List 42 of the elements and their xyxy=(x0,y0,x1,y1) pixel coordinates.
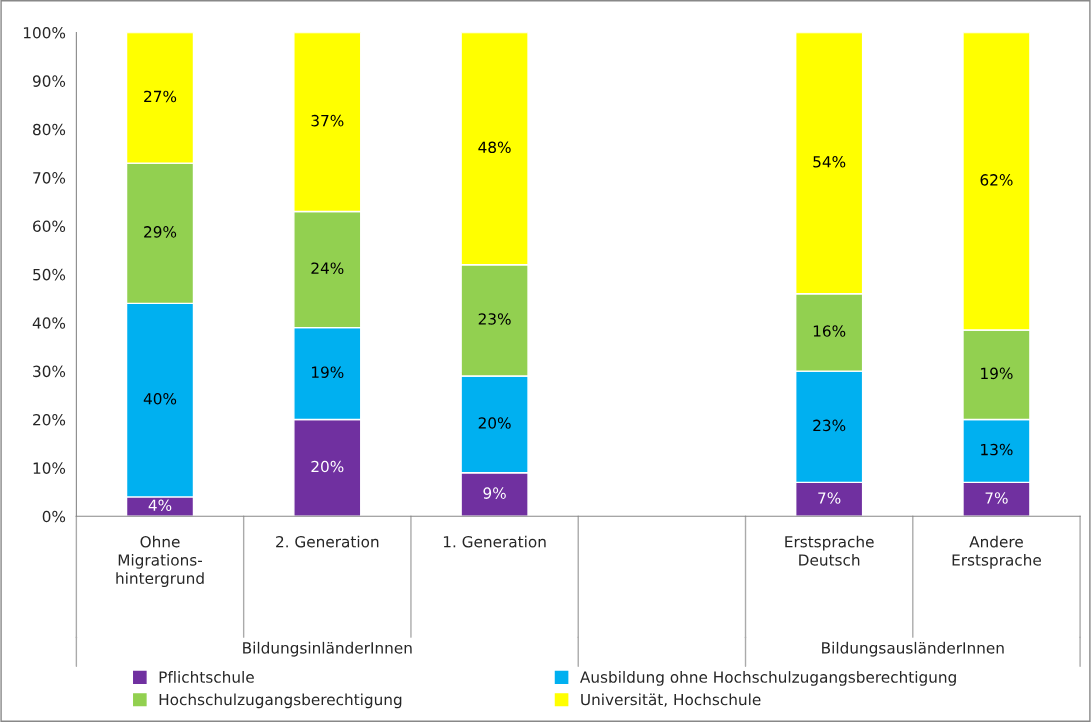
data-label: 48% xyxy=(478,141,511,154)
y-tick-label: 20% xyxy=(33,413,66,426)
y-tick-label: 80% xyxy=(33,123,66,136)
data-label: 29% xyxy=(144,226,177,238)
text: BildungsausländerInnen xyxy=(822,641,1004,657)
legend-label: Hochschulzugangsberechtigung xyxy=(159,693,402,709)
data-label: 62% xyxy=(980,174,1013,186)
x-tick-label: 1. Generation xyxy=(443,535,546,548)
y-tick-label: 70% xyxy=(33,172,66,184)
data-label: 23% xyxy=(813,419,846,432)
y-tick-label: 100% xyxy=(23,26,66,39)
data-label: 19% xyxy=(981,367,1013,380)
data-label: 20% xyxy=(311,460,344,473)
x-tick-label: 2. Generation xyxy=(276,535,379,548)
y-tick-label: 0% xyxy=(42,510,66,523)
legend-label: Pflichtschule xyxy=(159,671,254,683)
data-label: 24% xyxy=(311,262,344,274)
data-label: 23% xyxy=(478,313,511,325)
data-label: 9% xyxy=(483,487,506,499)
y-tick-label: 90% xyxy=(32,75,66,87)
data-label: 40% xyxy=(143,393,177,405)
y-tick-label: 40% xyxy=(32,317,66,329)
data-label: 54% xyxy=(813,155,846,168)
legend-label: Universität, Hochschule xyxy=(581,693,761,707)
x-tick-label: Andere Erstsprache xyxy=(952,535,1041,569)
text: BildungsinländerInnen xyxy=(243,641,412,657)
data-label: 13% xyxy=(981,443,1013,456)
y-tick-label: 30% xyxy=(33,365,66,378)
data-label: 20% xyxy=(478,417,511,429)
y-tick-label: 50% xyxy=(33,268,66,281)
y-tick-label: 10% xyxy=(33,462,66,474)
x-tick-label: Erstsprache Deutsch xyxy=(785,535,874,566)
legend-label: Ausbildung ohne Hochschulzugangsberechtigung xyxy=(580,671,956,686)
data-label: 7% xyxy=(818,492,841,504)
y-tick-label: 60% xyxy=(33,220,66,233)
data-label: 27% xyxy=(144,90,177,103)
data-label: 4% xyxy=(148,499,172,511)
data-label: 19% xyxy=(312,366,344,378)
data-label: 16% xyxy=(813,325,846,337)
data-label: 7% xyxy=(985,492,1008,504)
x-tick-label: Ohne Migrations- hintergrund xyxy=(116,535,204,587)
data-label: 37% xyxy=(311,114,344,127)
